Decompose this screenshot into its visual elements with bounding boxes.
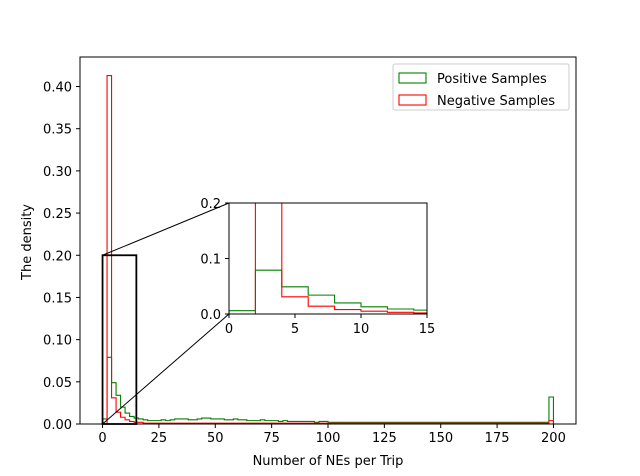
x-tick-label: 175 (485, 431, 510, 446)
y-tick-label: 0.40 (43, 81, 72, 96)
y-tick-label: 0.30 (43, 165, 72, 180)
y-tick-label: 0.35 (43, 123, 72, 138)
legend-label-positive: Positive Samples (437, 72, 547, 87)
main-plot: 0 25 50 75 100 125 150 175 2000.000.050.100.150.… (43, 56, 577, 446)
x-tick-label: 75 (263, 431, 280, 446)
y-tick-label: 0.05 (43, 376, 72, 391)
inset-y-tick-label: 0.0 (200, 308, 221, 323)
legend: Positive Samples Negative Samples (392, 63, 570, 111)
inset-y-tick-label: 0.2 (200, 197, 221, 212)
x-tick-label: 150 (428, 431, 453, 446)
histogram-series-negative (102, 75, 555, 425)
inset-x-tick-label: 10 (353, 322, 370, 337)
x-axis-label: Number of NEs per Trip (253, 454, 404, 469)
y-axis-label: The density (20, 204, 35, 281)
legend-box (392, 63, 570, 111)
inset-histogram-series-negative (229, 203, 427, 314)
inset-plot: 0 5 10 15 0.0 0.1 0.2 (102, 197, 436, 425)
inset-x-tick-label: 15 (419, 322, 436, 337)
inset-x-tick-label: 0 (225, 322, 233, 337)
inset-background (229, 203, 427, 314)
zoom-region-box (101, 254, 138, 425)
y-tick-label: 0.00 (43, 418, 72, 433)
legend-swatch-negative (398, 94, 427, 106)
inset-x-tick-label: 5 (291, 322, 299, 337)
y-tick-label: 0.25 (43, 207, 72, 222)
x-tick-label: 25 (151, 431, 168, 446)
x-tick-label: 0 (98, 431, 106, 446)
x-tick-label: 125 (372, 431, 397, 446)
inset-series-group (229, 203, 427, 314)
y-tick-label: 0.15 (43, 291, 72, 306)
histogram-series-positive (101, 356, 555, 424)
y-tick-label: 0.10 (43, 334, 72, 349)
x-tick-label: 100 (316, 431, 341, 446)
x-tick-label: 200 (541, 431, 566, 446)
legend-swatch-positive (398, 72, 427, 84)
y-tick-label: 0.20 (43, 249, 72, 264)
x-tick-label: 50 (207, 431, 224, 446)
legend-label-negative: Negative Samples (437, 94, 555, 109)
inset-y-tick-label: 0.1 (200, 253, 221, 268)
zoom-connector-top (102, 202, 230, 256)
zoom-connector-bottom (102, 313, 230, 425)
